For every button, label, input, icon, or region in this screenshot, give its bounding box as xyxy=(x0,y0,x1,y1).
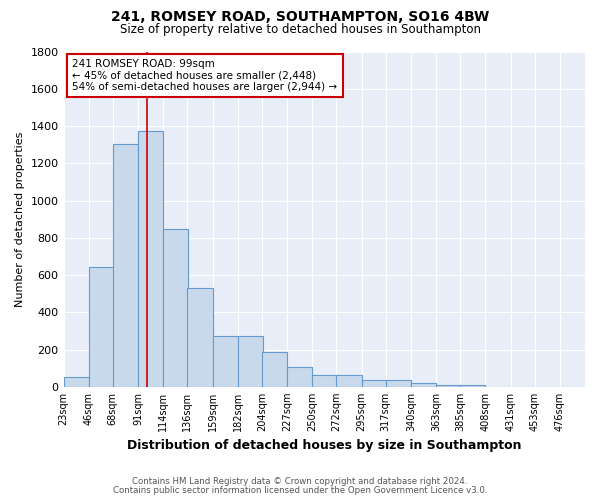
Bar xyxy=(113,144,138,387)
Bar xyxy=(89,266,114,387)
Text: Size of property relative to detached houses in Southampton: Size of property relative to detached ho… xyxy=(119,22,481,36)
Bar xyxy=(411,383,436,387)
Text: 241, ROMSEY ROAD, SOUTHAMPTON, SO16 4BW: 241, ROMSEY ROAD, SOUTHAMPTON, SO16 4BW xyxy=(111,10,489,24)
Bar xyxy=(238,336,263,387)
Text: Contains HM Land Registry data © Crown copyright and database right 2024.: Contains HM Land Registry data © Crown c… xyxy=(132,477,468,486)
Bar xyxy=(362,380,387,387)
Y-axis label: Number of detached properties: Number of detached properties xyxy=(15,132,25,307)
Text: 241 ROMSEY ROAD: 99sqm
← 45% of detached houses are smaller (2,448)
54% of semi-: 241 ROMSEY ROAD: 99sqm ← 45% of detached… xyxy=(73,59,337,92)
Bar xyxy=(163,230,188,387)
Bar xyxy=(187,288,212,387)
Bar xyxy=(64,376,89,387)
Text: Contains public sector information licensed under the Open Government Licence v3: Contains public sector information licen… xyxy=(113,486,487,495)
Bar xyxy=(386,380,411,387)
Bar xyxy=(460,385,485,387)
Bar xyxy=(337,374,362,387)
Bar xyxy=(138,130,163,387)
X-axis label: Distribution of detached houses by size in Southampton: Distribution of detached houses by size … xyxy=(127,440,521,452)
Bar xyxy=(436,385,461,387)
Bar xyxy=(212,336,238,387)
Bar xyxy=(312,374,337,387)
Bar xyxy=(287,367,312,387)
Bar xyxy=(262,352,287,387)
